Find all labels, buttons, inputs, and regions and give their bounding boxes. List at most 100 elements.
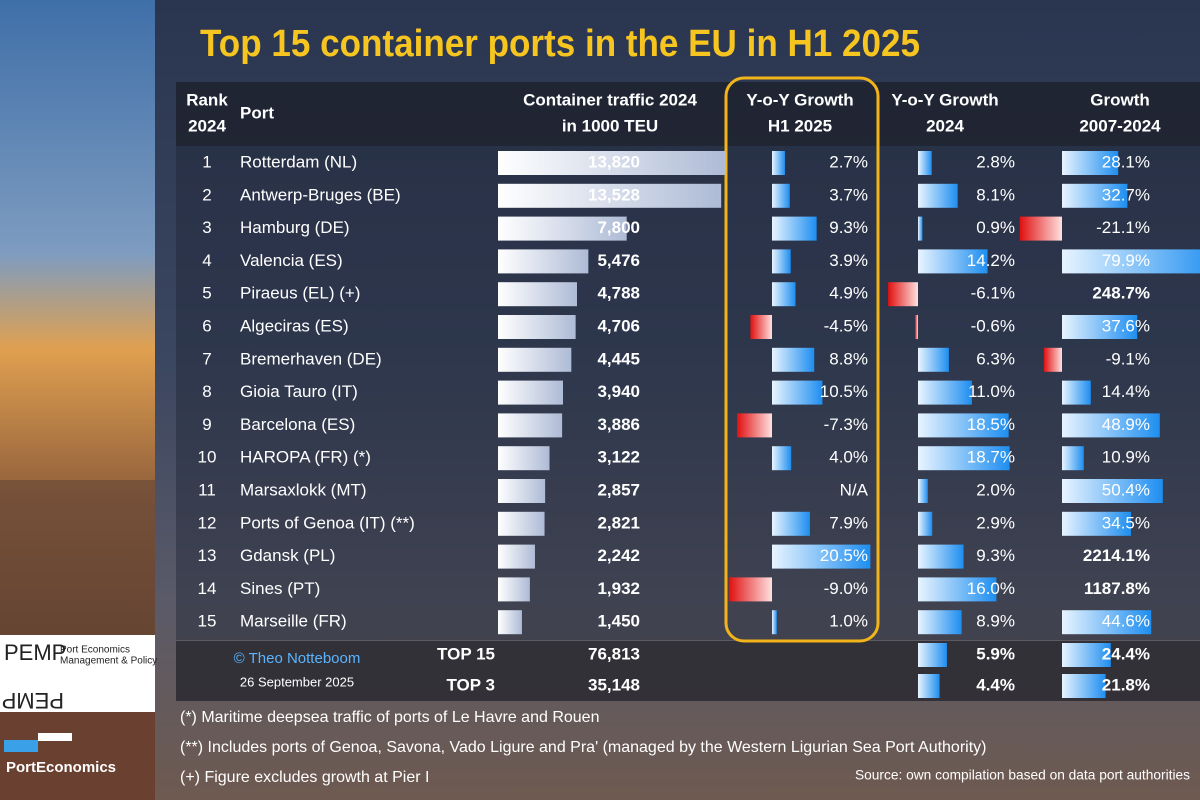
- traffic-bar: [498, 249, 589, 274]
- growth-bar: [736, 413, 772, 438]
- growth-label: 10.9%: [1102, 448, 1150, 467]
- growth-label: 5.9%: [976, 644, 1015, 663]
- growth-label: 34.5%: [1102, 513, 1150, 532]
- growth-label: 1187.8%: [1084, 579, 1150, 598]
- column-header: Container traffic 2024: [523, 90, 697, 109]
- growth-label: 44.6%: [1102, 612, 1150, 631]
- rank: 10: [198, 448, 217, 467]
- port-name: Hamburg (DE): [240, 218, 350, 237]
- traffic-bar: [498, 479, 546, 503]
- growth-label: 79.9%: [1102, 251, 1150, 270]
- growth-bar: [772, 183, 790, 208]
- footnote: (+) Figure excludes growth at Pier I: [180, 769, 429, 786]
- growth-label: -21.1%: [1096, 218, 1150, 237]
- footnote: (*) Maritime deepsea traffic of ports of…: [180, 709, 599, 726]
- growth-bar: [750, 315, 772, 339]
- total-label: TOP 15: [437, 644, 495, 663]
- growth-label: N/A: [840, 480, 869, 499]
- traffic-bar: [498, 183, 722, 208]
- growth-label: 4.0%: [829, 448, 868, 467]
- port-photo-containers: [0, 480, 155, 635]
- traffic-label: 4,706: [597, 316, 640, 335]
- growth-label: 8.9%: [976, 612, 1015, 631]
- column-header: H1 2025: [768, 116, 832, 135]
- port-name: Bremerhaven (DE): [240, 349, 382, 368]
- traffic-label: 2,242: [597, 546, 640, 565]
- port-name: HAROPA (FR) (*): [240, 448, 371, 467]
- growth-label: -4.5%: [824, 316, 868, 335]
- port-name: Valencia (ES): [240, 251, 343, 270]
- column-header: Y-o-Y Growth: [891, 90, 998, 109]
- pemp-subtitle: Port Economics: [60, 645, 130, 656]
- growth-label: 2.8%: [976, 152, 1015, 171]
- traffic-bar: [498, 151, 726, 175]
- rank: 2: [202, 185, 211, 204]
- rank: 6: [202, 316, 211, 335]
- growth-label: 8.8%: [829, 349, 868, 368]
- port-name: Rotterdam (NL): [240, 152, 357, 171]
- growth-bar: [915, 315, 918, 339]
- growth-bar: [1062, 610, 1152, 635]
- growth-label: 3.7%: [829, 185, 868, 204]
- credit-author: © Theo Notteboom: [234, 650, 361, 667]
- totals-band: [176, 641, 1200, 701]
- rank: 14: [198, 579, 217, 598]
- growth-bar: [918, 183, 958, 208]
- rank: 11: [198, 480, 216, 499]
- port-name: Marsaxlokk (MT): [240, 480, 367, 499]
- traffic-bar: [498, 347, 572, 372]
- traffic-bar: [498, 380, 564, 405]
- growth-bar: [1062, 446, 1084, 471]
- port-name: Sines (PT): [240, 579, 320, 598]
- rank: 9: [202, 415, 211, 434]
- growth-bar: [772, 151, 785, 175]
- rank: 13: [198, 546, 217, 565]
- growth-bar: [728, 577, 772, 602]
- traffic-label: 4,788: [597, 284, 640, 303]
- growth-bar: [772, 282, 796, 307]
- rank: 1: [202, 152, 211, 171]
- port-name: Barcelona (ES): [240, 415, 355, 434]
- growth-label: -7.3%: [824, 415, 868, 434]
- traffic-label: 13,528: [588, 185, 640, 204]
- growth-label: 4.4%: [976, 675, 1015, 694]
- port-name: Gdansk (PL): [240, 546, 335, 565]
- traffic-label: 4,445: [597, 349, 640, 368]
- growth-bar: [918, 610, 962, 635]
- growth-label: 50.4%: [1102, 480, 1150, 499]
- growth-bar: [918, 347, 949, 372]
- growth-bar: [1019, 216, 1062, 241]
- growth-label: 2.9%: [976, 513, 1015, 532]
- traffic-bar: [498, 216, 627, 241]
- growth-label: 3.9%: [829, 251, 868, 270]
- growth-bar: [1062, 674, 1106, 698]
- growth-label: 9.3%: [829, 218, 868, 237]
- growth-bar: [772, 347, 815, 372]
- growth-bar: [1062, 479, 1163, 503]
- growth-bar: [918, 511, 933, 536]
- growth-label: 32.7%: [1102, 185, 1150, 204]
- growth-bar: [1062, 249, 1200, 274]
- traffic-label: 1,932: [597, 579, 640, 598]
- port-name: Piraeus (EL) (+): [240, 284, 360, 303]
- growth-bar: [772, 380, 823, 405]
- port-name: Ports of Genoa (IT) (**): [240, 513, 415, 532]
- growth-bar: [1062, 151, 1119, 175]
- porteconomics-panel: [0, 712, 155, 800]
- traffic-bar: [498, 413, 563, 438]
- growth-bar: [918, 249, 988, 274]
- growth-label: 2.0%: [976, 480, 1015, 499]
- pemp-subtitle: Management & Policy: [60, 656, 157, 667]
- rank: 4: [202, 251, 211, 270]
- growth-bar: [1062, 413, 1160, 438]
- growth-bar: [1062, 511, 1131, 536]
- traffic-label: 76,813: [588, 644, 640, 663]
- growth-bar: [918, 544, 964, 569]
- traffic-label: 3,886: [597, 415, 640, 434]
- logo-mark: [4, 740, 38, 752]
- source: Source: own compilation based on data po…: [855, 767, 1190, 783]
- growth-bar: [918, 479, 928, 503]
- growth-bar: [918, 380, 972, 405]
- growth-bar: [918, 577, 997, 602]
